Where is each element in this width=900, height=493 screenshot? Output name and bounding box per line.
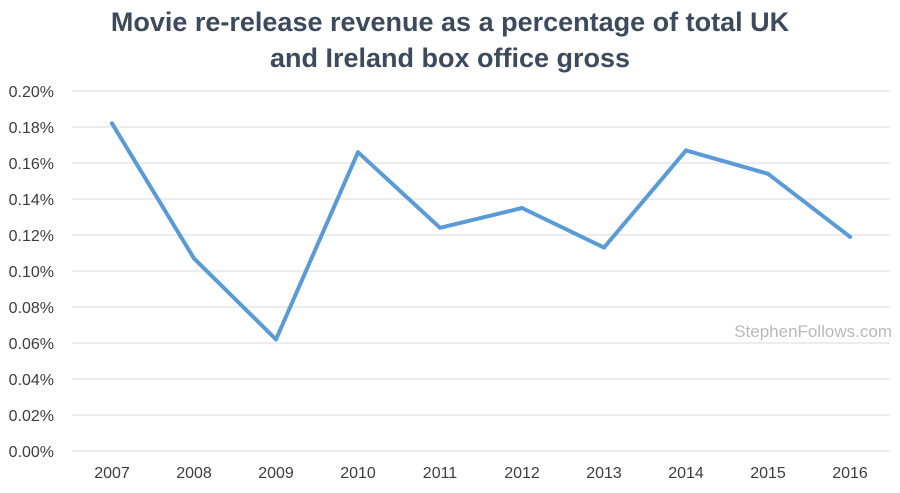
data-point-2010 <box>356 150 360 155</box>
x-tick-label-2014: 2014 <box>668 465 704 482</box>
y-tick-label-1: 0.02% <box>9 408 54 425</box>
x-tick-label-2010: 2010 <box>340 465 376 482</box>
chart-title: Movie re-release revenue as a percentage… <box>0 4 900 76</box>
watermark-text: StephenFollows.com <box>734 322 892 341</box>
data-point-2012 <box>520 206 524 210</box>
data-point-2011 <box>438 225 442 230</box>
x-tick-label-2009: 2009 <box>258 465 294 482</box>
y-tick-label-10: 0.20% <box>9 84 54 101</box>
y-tick-label-0: 0.00% <box>9 444 54 461</box>
x-tick-label-2012: 2012 <box>504 465 540 482</box>
data-point-2007 <box>110 121 114 126</box>
x-tick-label-2011: 2011 <box>423 465 458 482</box>
x-tick-label-2016: 2016 <box>832 465 868 482</box>
chart-title-line-1: Movie re-release revenue as a percentage… <box>110 7 790 37</box>
y-tick-label-4: 0.08% <box>9 300 54 317</box>
data-point-2015 <box>766 171 770 176</box>
y-tick-label-9: 0.18% <box>9 120 54 137</box>
data-point-2009 <box>274 337 278 342</box>
y-tick-label-8: 0.16% <box>9 156 54 173</box>
x-tick-label-2008: 2008 <box>176 465 212 482</box>
x-axis-tick-labels: 2007 2008 2009 2010 2011 2012 2013 2014 2015 2016 <box>94 465 868 482</box>
y-tick-label-3: 0.06% <box>9 336 54 353</box>
gridlines <box>72 90 890 452</box>
y-tick-label-2: 0.04% <box>9 372 54 389</box>
y-tick-label-7: 0.14% <box>9 192 54 209</box>
chart-title-line-2: and Ireland box office gross <box>269 43 631 73</box>
data-point-2008 <box>192 256 196 261</box>
series-line-0 <box>110 121 852 342</box>
x-tick-label-2007: 2007 <box>94 465 130 482</box>
data-point-2016 <box>848 234 852 239</box>
data-point-2013 <box>602 245 606 250</box>
y-tick-label-5: 0.10% <box>9 264 54 281</box>
x-tick-label-2013: 2013 <box>586 465 622 482</box>
data-point-2014 <box>684 148 688 153</box>
x-tick-label-2015: 2015 <box>750 465 786 482</box>
series-layer <box>110 121 852 342</box>
y-axis-tick-labels: 0.00% 0.02% 0.04% 0.06% 0.08% 0.10% 0.12% 0.14%… <box>9 84 54 461</box>
y-tick-label-6: 0.12% <box>9 228 54 245</box>
